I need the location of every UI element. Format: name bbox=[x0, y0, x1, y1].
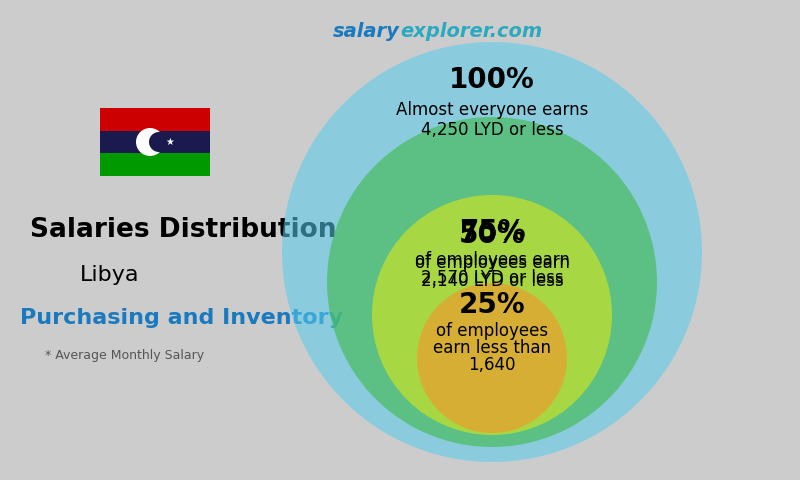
Circle shape bbox=[136, 128, 164, 156]
Text: explorer.com: explorer.com bbox=[400, 22, 542, 41]
Circle shape bbox=[372, 195, 612, 435]
Text: Libya: Libya bbox=[80, 265, 139, 285]
Text: 50%: 50% bbox=[458, 221, 526, 249]
Text: 4,250 LYD or less: 4,250 LYD or less bbox=[421, 121, 563, 139]
Text: salary: salary bbox=[333, 22, 400, 41]
Text: 25%: 25% bbox=[458, 291, 526, 319]
Circle shape bbox=[417, 283, 567, 433]
Circle shape bbox=[149, 132, 169, 152]
Text: * Average Monthly Salary: * Average Monthly Salary bbox=[45, 348, 204, 361]
Text: 100%: 100% bbox=[449, 66, 535, 94]
Text: Almost everyone earns: Almost everyone earns bbox=[396, 101, 588, 119]
Text: 1,640: 1,640 bbox=[468, 356, 516, 374]
Text: of employees: of employees bbox=[436, 322, 548, 340]
Text: 2,570 LYD or less: 2,570 LYD or less bbox=[421, 269, 563, 287]
Text: 75%: 75% bbox=[458, 218, 526, 246]
Bar bbox=[100, 131, 210, 153]
Text: ★: ★ bbox=[166, 137, 174, 147]
Bar bbox=[100, 108, 210, 131]
Text: Purchasing and Inventory: Purchasing and Inventory bbox=[20, 308, 343, 328]
Text: 2,140 LYD or less: 2,140 LYD or less bbox=[421, 272, 563, 290]
Circle shape bbox=[327, 117, 657, 447]
Circle shape bbox=[282, 42, 702, 462]
Bar bbox=[100, 153, 210, 176]
Text: earn less than: earn less than bbox=[433, 339, 551, 357]
Text: Salaries Distribution: Salaries Distribution bbox=[30, 217, 337, 243]
Text: of employees earn: of employees earn bbox=[414, 251, 570, 269]
Text: of employees earn: of employees earn bbox=[414, 254, 570, 272]
